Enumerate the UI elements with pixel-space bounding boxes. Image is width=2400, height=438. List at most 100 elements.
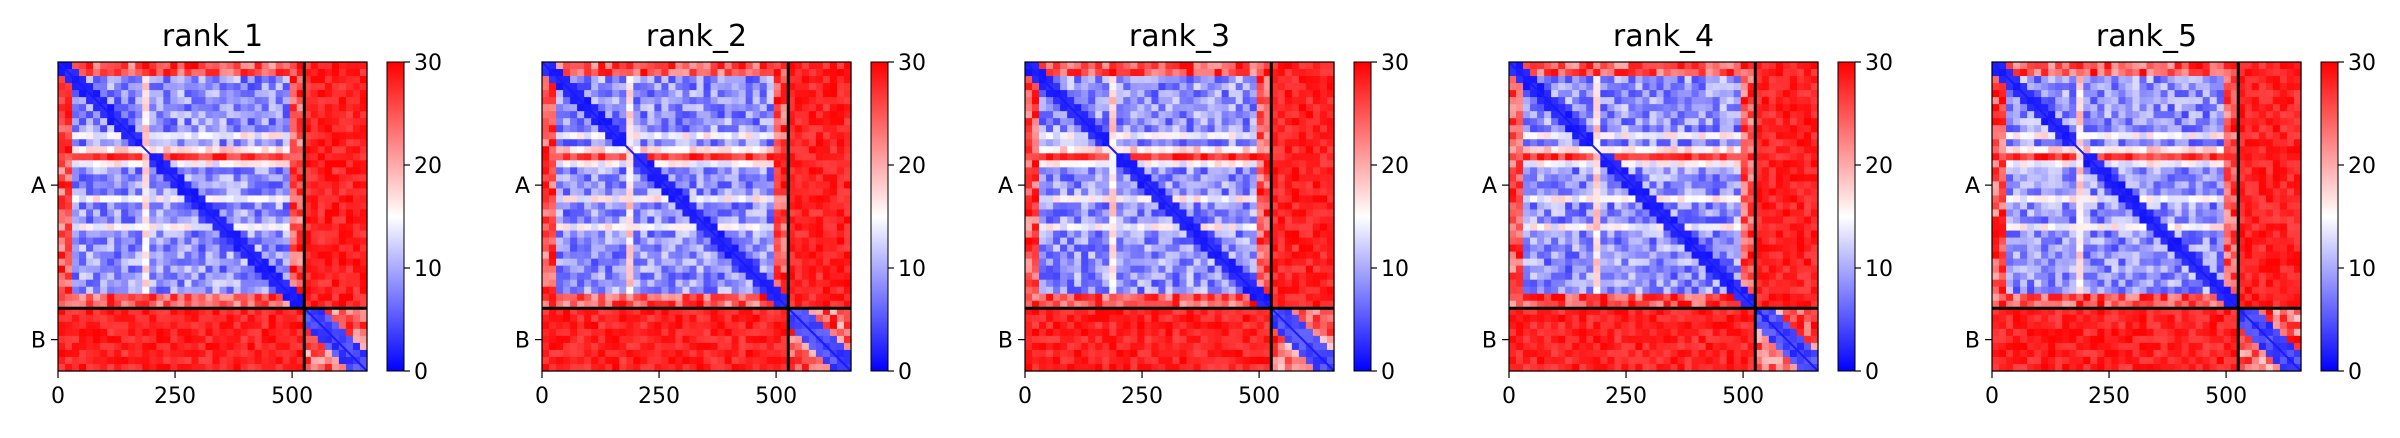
heatmap-cell [570,76,578,84]
heatmap-cell [549,76,557,84]
heatmap-cell [549,349,557,358]
heatmap-cell [1172,111,1181,119]
heatmap-cell [626,342,634,351]
heatmap-cell [184,62,193,70]
heatmap-cell [836,167,845,175]
heatmap-cell [345,76,354,84]
heatmap-cell [1235,209,1244,218]
heatmap-cell [598,146,606,154]
heatmap-cell [163,356,171,365]
heatmap-cell [1221,188,1230,197]
heatmap-cell [156,69,164,77]
heatmap-cell [647,223,655,232]
heatmap-cell [1305,69,1314,77]
heatmap-cell [1228,118,1237,126]
heatmap-cell [107,237,115,246]
heatmap-cell [689,328,698,337]
heatmap-cell [640,125,648,133]
heatmap-cell [1081,153,1089,161]
heatmap-cell [829,335,838,344]
heatmap-cell [815,356,824,365]
heatmap-cell [1193,118,1202,126]
heatmap-cell [570,167,578,175]
heatmap-cell [331,125,340,133]
heatmap-cell [1060,132,1068,140]
heatmap-cell [1039,167,1047,175]
heatmap-cell [107,188,115,197]
heatmap-cell [1249,153,1258,161]
heatmap-cell [198,62,207,70]
heatmap-cell [1130,209,1138,218]
heatmap-cell [240,272,249,281]
heatmap-cell [612,62,620,70]
heatmap-cell [626,195,634,204]
heatmap-cell [626,97,634,105]
heatmap-cell [324,230,333,239]
heatmap-cell [752,153,761,161]
heatmap-cell [682,328,691,337]
heatmap-cell [1046,181,1054,190]
heatmap-cell [1284,83,1293,91]
heatmap-cell [79,363,87,372]
heatmap-cell [282,293,291,302]
heatmap-cell [542,279,550,288]
heatmap-cell [317,286,326,295]
heatmap-cell [717,188,726,197]
heatmap-cell [766,328,775,337]
heatmap-cell [338,76,347,84]
heatmap-cell [184,97,193,105]
heatmap-cell [240,314,249,323]
heatmap-cell [1221,76,1230,84]
heatmap-cell [1221,125,1230,133]
heatmap-cell [738,118,747,126]
heatmap-cell [135,118,143,126]
heatmap-cell [149,146,157,154]
heatmap-cell [79,349,87,358]
heatmap-cell [731,174,740,182]
heatmap-cell [570,258,578,267]
heatmap-cell [177,335,186,344]
heatmap-cell [1088,195,1096,204]
heatmap-cell [1256,188,1265,197]
heatmap-cell [282,300,291,309]
heatmap-cell [135,97,143,105]
heatmap-cell [787,174,796,182]
heatmap-cell [128,286,136,295]
heatmap-cell [1060,209,1068,218]
heatmap-cell [584,202,592,211]
heatmap-cell [58,90,66,98]
heatmap-cell [310,153,319,161]
heatmap-cell [745,335,754,344]
heatmap-cell [556,314,564,323]
heatmap-cell [556,244,564,253]
heatmap-cell [1200,202,1209,211]
heatmap-cell [633,230,641,239]
heatmap-cell [570,300,578,309]
heatmap-cell [584,216,592,225]
heatmap-cell [703,188,712,197]
heatmap-cell [93,328,101,337]
heatmap-cell [689,181,698,190]
heatmap-cell [808,300,817,309]
heatmap-cell [352,146,361,154]
heatmap-cell [773,335,782,344]
heatmap-cell [324,139,333,147]
heatmap-cell [128,111,136,119]
heatmap-cell [331,321,340,330]
heatmap-cell [359,265,368,274]
heatmap-cell [745,111,754,119]
heatmap-cell [801,132,810,140]
heatmap-cell [261,335,270,344]
heatmap-cell [598,111,606,119]
heatmap-cell [647,265,655,274]
heatmap-cell [233,83,242,91]
heatmap-cell [647,174,655,182]
heatmap-cell [107,258,115,267]
heatmap-cell [731,83,740,91]
heatmap-cell [815,132,824,140]
heatmap-cell [1032,125,1040,133]
heatmap-cell [1081,104,1089,112]
heatmap-cell [801,125,810,133]
heatmap-cell [843,328,852,337]
heatmap-cell [1291,76,1300,84]
